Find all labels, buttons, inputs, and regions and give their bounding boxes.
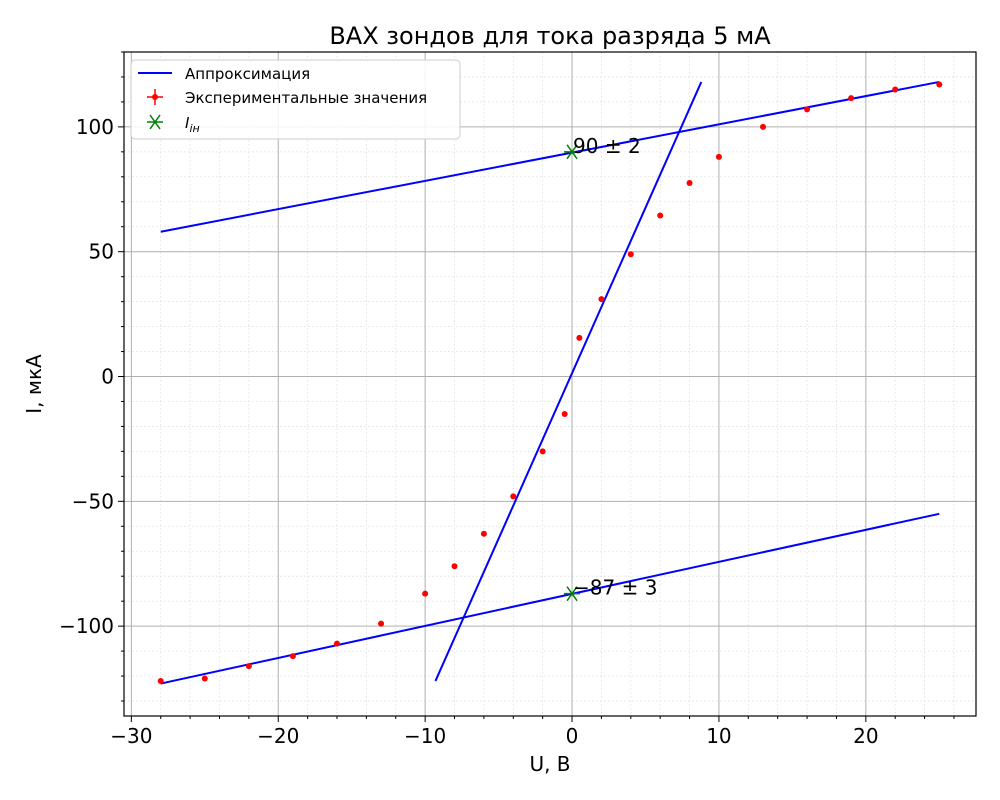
y-axis-label: I, мкА [22, 354, 46, 414]
x-tick-label: 0 [566, 724, 579, 748]
ion-current-marker [564, 144, 581, 160]
y-tick-label: 50 [89, 240, 114, 264]
y-tick-label: −100 [59, 614, 114, 638]
plot-frame [123, 51, 977, 717]
chart-title: ВАХ зондов для тока разряда 5 мА [329, 22, 771, 50]
y-tick-label: 0 [101, 365, 114, 389]
legend-ion-swatch [147, 114, 163, 130]
x-axis-label: U, В [529, 752, 570, 776]
experimental-points [157, 81, 943, 685]
experimental-point [422, 590, 429, 597]
fit-line-3 [160, 80, 940, 233]
experimental-point [245, 663, 252, 670]
x-tick-label: −10 [404, 724, 446, 748]
experimental-point [576, 334, 583, 341]
experimental-point [561, 410, 568, 417]
x-tick-label: −30 [110, 724, 152, 748]
experimental-point [378, 620, 385, 627]
y-tick-label: 100 [76, 115, 114, 139]
y-tick-label: −50 [72, 489, 114, 513]
experimental-point [892, 86, 899, 93]
fit-line-1 [160, 512, 940, 685]
legend-exp-label: Экспериментальные значения [185, 89, 427, 107]
legend: Аппроксимация Экспериментальные значения… [130, 59, 461, 140]
x-tick-label: 10 [706, 724, 731, 748]
legend-exp-swatch [147, 89, 163, 105]
annotations: 90 ± 2 −87 ± 3 [573, 134, 657, 600]
experimental-point [201, 675, 208, 682]
ion-current-marker [564, 586, 581, 602]
experimental-point [848, 95, 855, 102]
experimental-point [334, 640, 340, 647]
major-grid [124, 52, 976, 716]
experimental-point [451, 563, 458, 570]
value-annotation: 90 ± 2 [573, 134, 641, 158]
experimental-point [686, 180, 693, 187]
experimental-point [598, 296, 605, 303]
y-axis-ticks: −100 −50 0 50 100 [59, 51, 124, 702]
experimental-point [539, 448, 546, 455]
experimental-point [804, 106, 811, 113]
experimental-point [936, 81, 943, 88]
fit-line-2 [434, 81, 703, 682]
plot-area: 90 ± 2 −87 ± 3 [123, 51, 977, 717]
legend-box [130, 59, 461, 140]
x-tick-label: −20 [257, 724, 299, 748]
legend-fit-label: Аппроксимация [185, 65, 310, 83]
experimental-point [760, 123, 766, 130]
experimental-point [510, 493, 517, 500]
experimental-point [657, 212, 664, 219]
experimental-point [715, 153, 722, 160]
experimental-point [157, 678, 164, 685]
ion-current-markers [564, 144, 581, 602]
minor-grid [124, 51, 976, 716]
experimental-point [627, 251, 634, 258]
experimental-point [480, 530, 487, 537]
experimental-point [289, 653, 296, 660]
x-axis-ticks: −30 −20 −10 0 10 20 [110, 716, 955, 748]
fit-lines [160, 80, 940, 685]
x-tick-label: 20 [853, 724, 878, 748]
value-annotation: −87 ± 3 [573, 576, 657, 600]
